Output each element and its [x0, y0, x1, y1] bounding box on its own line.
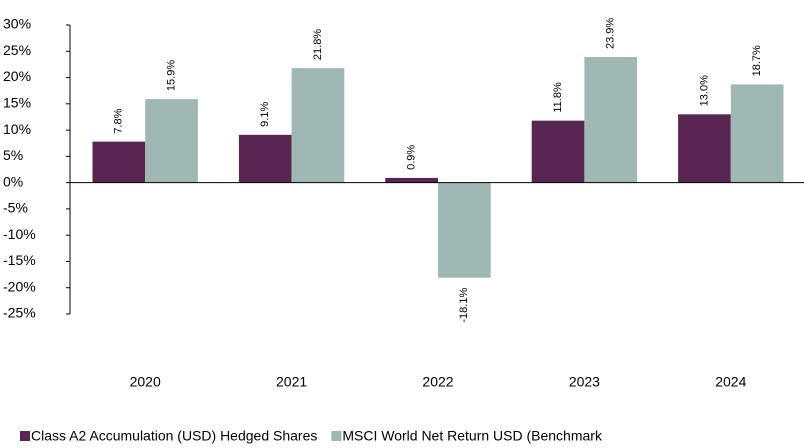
- value-label: 7.8%: [113, 108, 125, 133]
- x-tick-label: 2023: [569, 374, 600, 390]
- value-label: 9.1%: [259, 102, 271, 127]
- bar: [145, 99, 198, 183]
- bar: [531, 120, 585, 183]
- value-label: 15.9%: [165, 60, 177, 91]
- value-label: 23.9%: [605, 18, 617, 49]
- value-label: 21.8%: [312, 29, 324, 60]
- y-tick-label: 25%: [3, 42, 31, 58]
- y-tick-label: -20%: [3, 278, 36, 294]
- y-tick-label: 20%: [3, 68, 31, 84]
- value-label: -18.1%: [458, 288, 470, 323]
- y-tick-label: 0%: [3, 173, 23, 189]
- bar: [438, 182, 491, 278]
- y-tick-label: 15%: [3, 95, 31, 111]
- y-tick-label: 30%: [3, 16, 31, 32]
- bar: [238, 134, 292, 183]
- x-tick-label: 2021: [276, 374, 307, 390]
- y-tick-label: 5%: [3, 147, 23, 163]
- x-tick-label: 2022: [422, 374, 453, 390]
- bar: [385, 177, 438, 183]
- bar: [584, 57, 638, 183]
- y-tick-label: 10%: [3, 121, 31, 137]
- value-label: 0.9%: [406, 145, 418, 170]
- legend-swatch: [331, 431, 342, 441]
- bar: [291, 68, 345, 183]
- x-tick-label: 2020: [130, 374, 161, 390]
- bar: [730, 84, 784, 183]
- legend-label: Class A2 Accumulation (USD) Hedged Share…: [31, 428, 317, 444]
- legend-swatch: [20, 431, 30, 441]
- value-label: 13.0%: [698, 75, 710, 106]
- bar: [678, 114, 731, 183]
- bar: [92, 141, 146, 183]
- y-tick-label: -15%: [3, 252, 36, 268]
- value-label: 11.8%: [552, 82, 564, 113]
- y-tick-label: -10%: [3, 226, 36, 242]
- x-tick-label: 2024: [715, 374, 746, 390]
- y-tick-label: -5%: [3, 200, 28, 216]
- value-label: 18.7%: [751, 45, 763, 76]
- y-tick-label: -25%: [3, 305, 36, 321]
- legend-label: MSCI World Net Return USD (Benchmark: [342, 428, 603, 444]
